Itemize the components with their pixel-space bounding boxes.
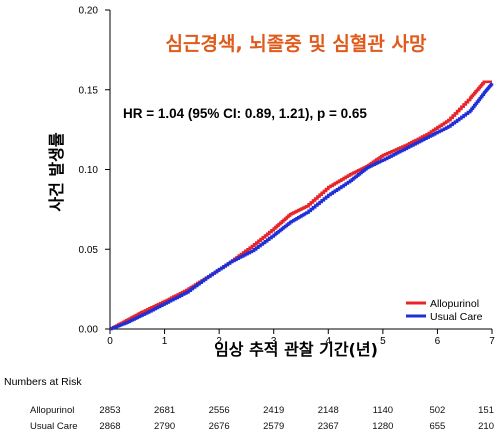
x-tick-label: 1 <box>162 336 168 347</box>
y-tick-label: 0.05 <box>79 245 99 256</box>
risk-value: 2556 <box>209 405 230 416</box>
risk-value: 655 <box>429 421 445 432</box>
y-tick-label: 0.15 <box>79 85 99 96</box>
x-tick-label: 5 <box>380 336 386 347</box>
risk-value: 1140 <box>373 405 393 416</box>
x-tick-label: 4 <box>326 336 332 347</box>
x-tick-label: 3 <box>271 336 277 347</box>
risk-value: 2676 <box>209 421 230 432</box>
numbers-at-risk-table: Numbers at Risk Allopurinol Usual Care 2… <box>4 376 494 432</box>
chart-title: 심근경색, 뇌졸중 및 심혈관 사망 <box>166 32 427 55</box>
x-tick-label: 0 <box>107 336 113 347</box>
y-axis-label: 사건 발생률 <box>47 132 66 211</box>
legend-label-usual-care: Usual Care <box>430 311 483 323</box>
series-lines <box>110 80 494 331</box>
risk-value: 2853 <box>99 405 120 416</box>
risk-value: 210 <box>478 421 494 432</box>
risk-value: 2419 <box>263 405 284 416</box>
risk-value: 2790 <box>154 421 175 432</box>
series-line-usual-care <box>110 83 494 331</box>
risk-value: 2681 <box>154 405 175 416</box>
hr-annotation: HR = 1.04 (95% CI: 0.89, 1.21), p = 0.65 <box>123 106 367 121</box>
x-tick-label: 6 <box>435 336 441 347</box>
y-tick-label: 0.10 <box>79 165 99 176</box>
risk-value: 502 <box>429 405 445 416</box>
risk-value: 2868 <box>99 421 120 432</box>
risk-row-label-usual-care: Usual Care <box>30 421 78 432</box>
risk-value: 151 <box>478 405 494 416</box>
x-ticks: 0 1 2 3 4 5 6 7 <box>107 329 495 347</box>
risk-row-label-allopurinol: Allopurinol <box>30 405 74 416</box>
x-tick-label: 7 <box>489 336 495 347</box>
risk-value: 2367 <box>318 421 339 432</box>
risk-value: 1280 <box>372 421 393 432</box>
x-axis-label: 임상 추적 관찰 기간(년) <box>214 340 378 359</box>
numbers-at-risk-heading: Numbers at Risk <box>4 376 82 388</box>
legend-label-allopurinol: Allopurinol <box>430 298 479 310</box>
risk-value: 2579 <box>263 421 284 432</box>
risk-values: 2853 2681 2556 2419 2148 1140 502 151 2868 2790 26… <box>99 405 494 432</box>
y-tick-label: 0.00 <box>79 325 99 336</box>
x-tick-label: 2 <box>216 336 222 347</box>
y-ticks: 0.00 0.05 0.10 0.15 0.20 <box>79 6 110 336</box>
risk-value: 2148 <box>318 405 339 416</box>
legend: Allopurinol Usual Care <box>406 298 483 323</box>
y-tick-label: 0.20 <box>79 6 99 17</box>
